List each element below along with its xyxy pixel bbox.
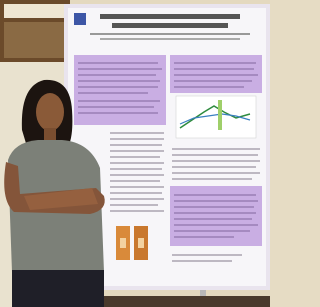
face	[36, 93, 64, 131]
window-shade	[4, 22, 66, 58]
poster-chart	[176, 96, 256, 138]
window-light	[4, 4, 66, 18]
title-text	[100, 14, 240, 19]
photo	[0, 0, 270, 307]
author-text	[100, 38, 240, 40]
title-text	[112, 23, 228, 28]
panel-text	[78, 62, 162, 114]
pants	[12, 270, 104, 307]
body-text	[172, 260, 232, 262]
image-detail	[138, 238, 144, 248]
panel	[74, 55, 166, 125]
neck	[44, 128, 56, 142]
author-text	[90, 33, 250, 35]
logo	[74, 13, 86, 25]
poster-bar	[218, 100, 222, 130]
image-detail	[120, 238, 126, 248]
body-text	[172, 254, 242, 256]
